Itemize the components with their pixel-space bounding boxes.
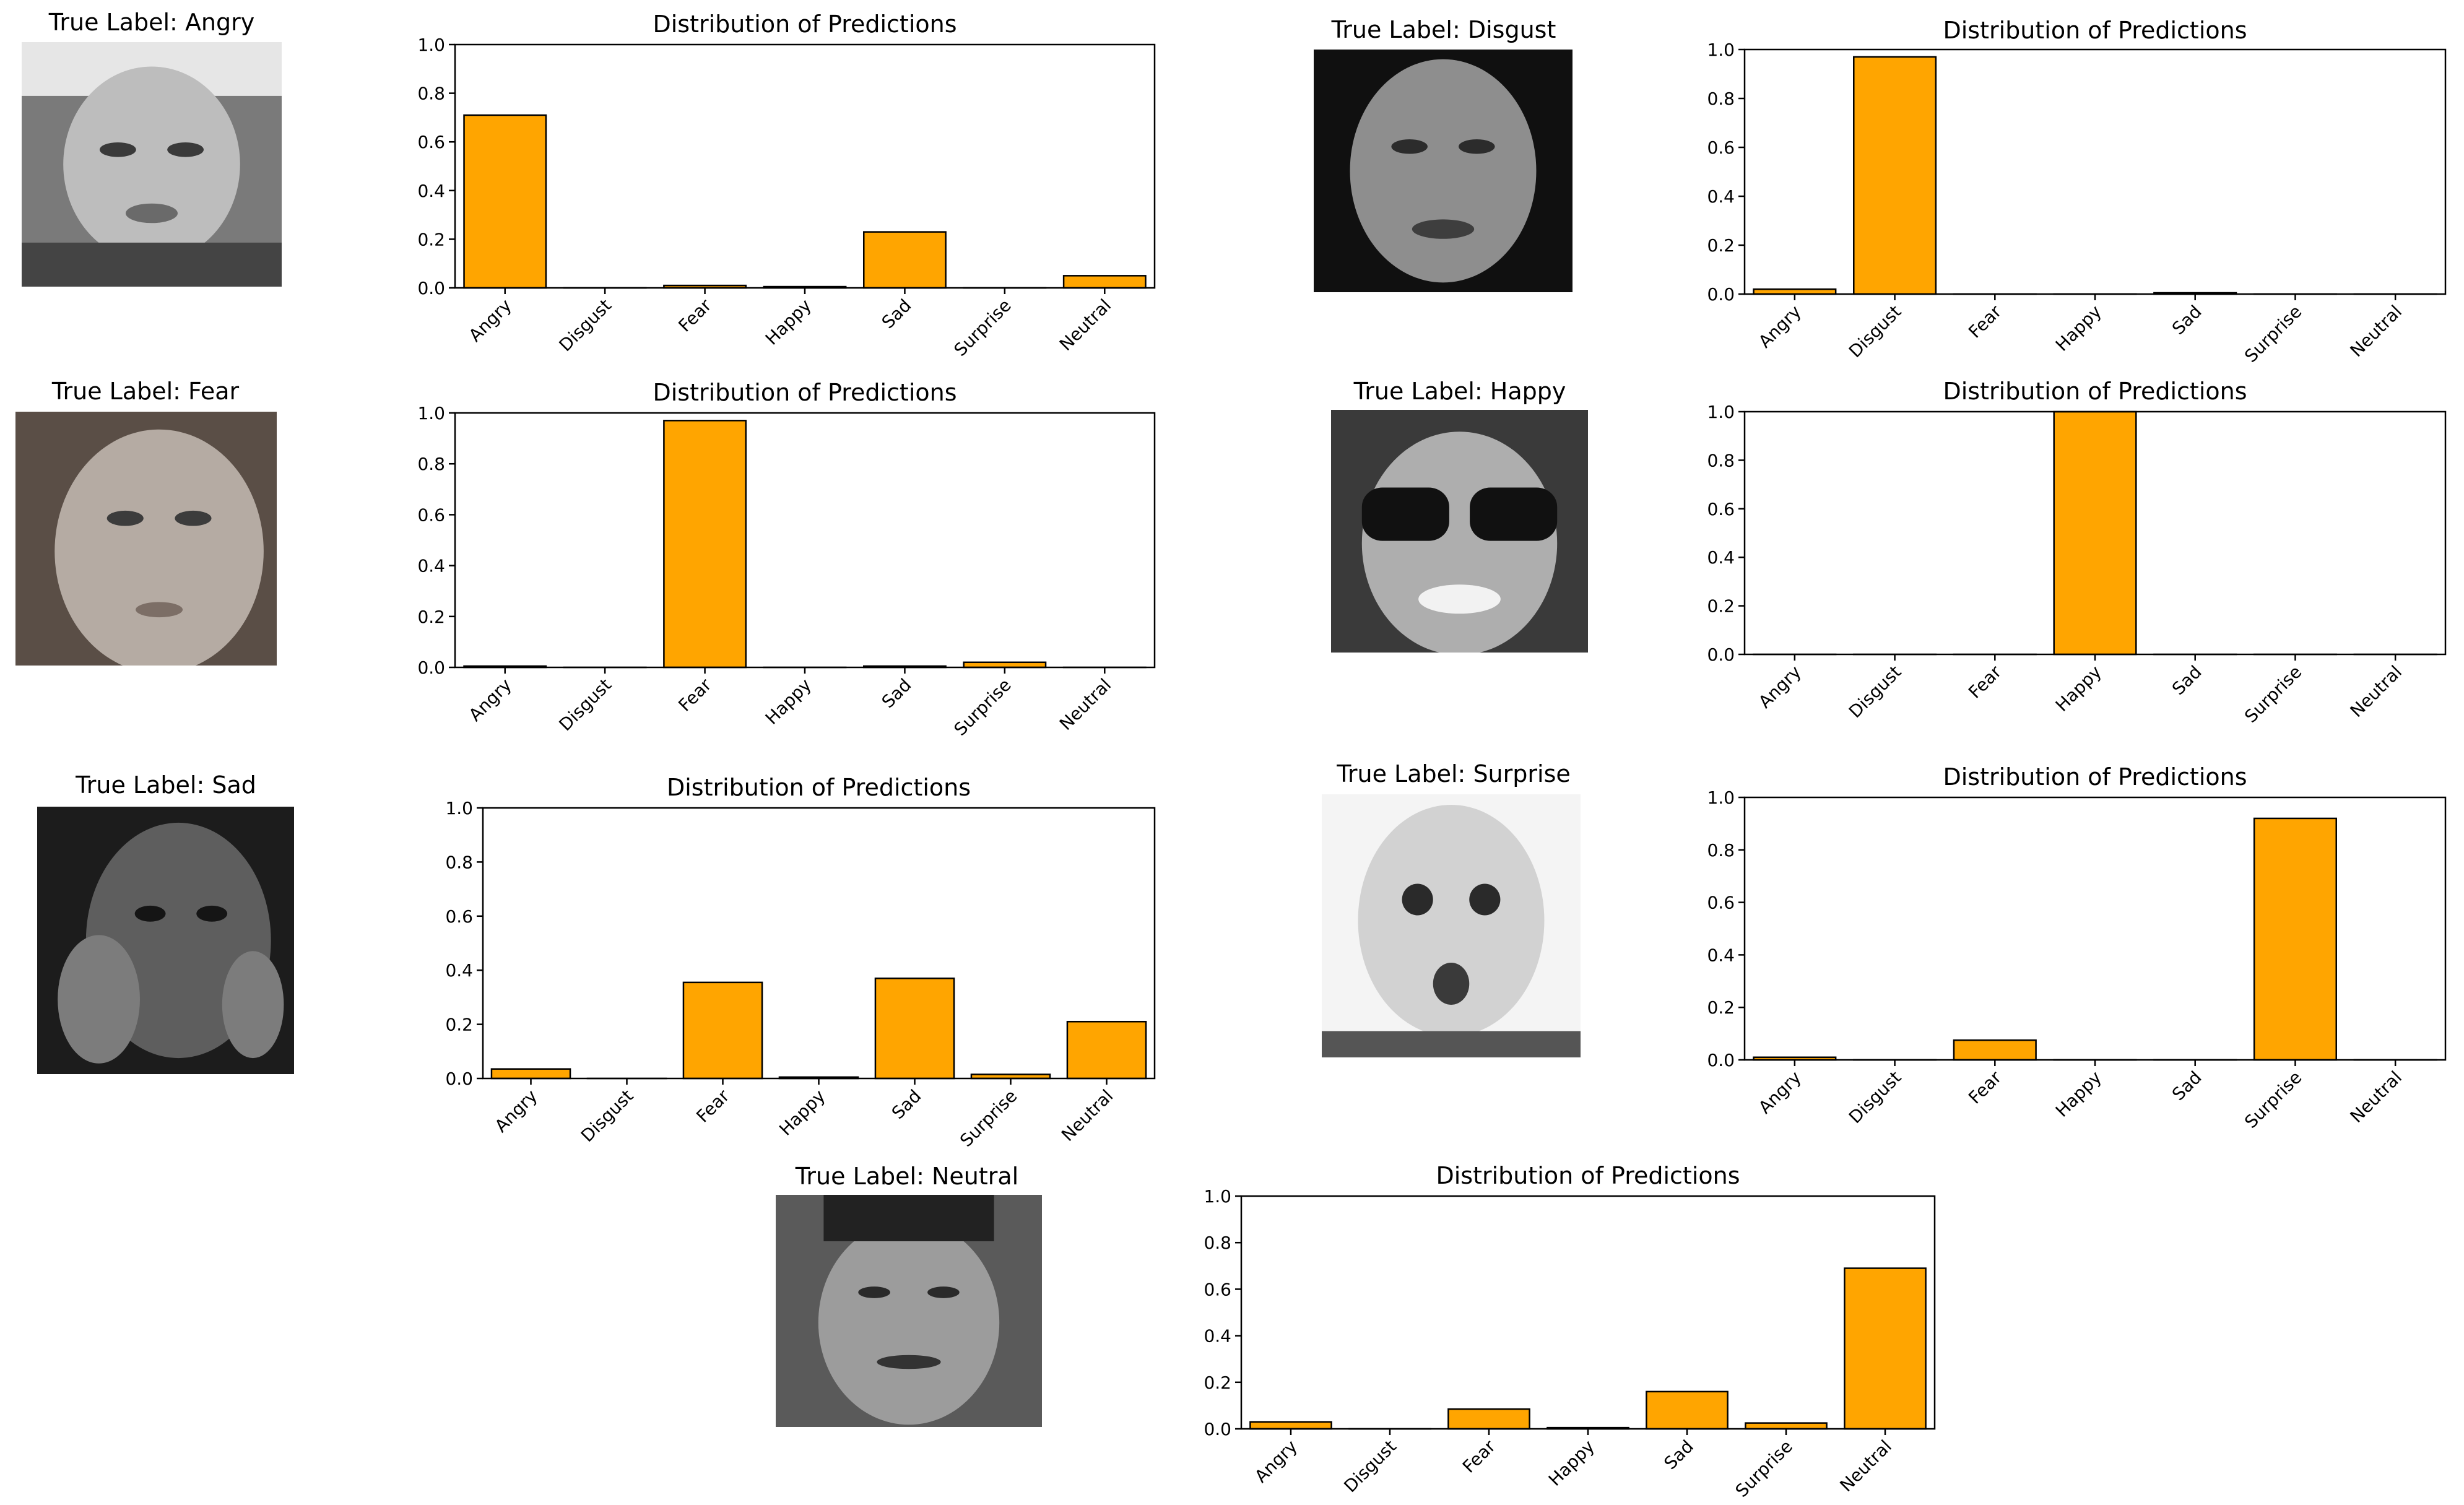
face-photo-placeholder	[1314, 50, 1573, 292]
face-photo-placeholder	[776, 1195, 1042, 1427]
x-tick-label: Surprise	[1732, 1436, 1797, 1501]
y-tick-label: 0.2	[445, 1015, 473, 1035]
y-tick-label: 0.0	[1707, 284, 1735, 305]
bar-fear	[1447, 1408, 1530, 1430]
y-tick-label: 0.0	[1707, 644, 1735, 665]
y-tick-label: 0.0	[1707, 1050, 1735, 1070]
y-tick-label: 1.0	[1204, 1186, 1231, 1207]
y-tick-label: 0.6	[1204, 1279, 1231, 1299]
face-photo-placeholder	[1322, 794, 1581, 1057]
bar-angry	[463, 114, 547, 289]
y-tick-label: 0.2	[1707, 997, 1735, 1018]
y-tick-label: 0.8	[445, 852, 473, 872]
face-image	[22, 42, 282, 287]
x-tick-label: Fear	[1459, 1436, 1499, 1477]
bar-happy	[2053, 410, 2137, 656]
axes-frame	[1240, 1195, 1936, 1430]
y-tick-label: 0.4	[1204, 1326, 1231, 1347]
y-tick-label: 0.6	[417, 505, 445, 525]
true-label-title: True Label: Disgust	[1331, 16, 1556, 43]
y-tick-label: 1.0	[417, 35, 445, 55]
chart-title: Distribution of Predictions	[1436, 1162, 1740, 1189]
bar-neutral	[1844, 1267, 1927, 1430]
face-photo-placeholder	[1331, 410, 1588, 653]
y-tick-label: 0.4	[1707, 945, 1735, 965]
face-photo-placeholder	[15, 412, 277, 666]
y-tick-label: 0.8	[1707, 450, 1735, 471]
y-tick-label: 0.4	[445, 960, 473, 981]
bar-surprise	[1745, 1422, 1828, 1430]
bar-angry	[1249, 1421, 1332, 1430]
face-photo-placeholder	[37, 807, 294, 1074]
face-photo-placeholder	[22, 42, 282, 287]
y-tick-label: 0.0	[417, 657, 445, 678]
y-tick-label: 0.8	[417, 454, 445, 474]
y-tick-label: 0.8	[1707, 89, 1735, 109]
y-tick-label: 0.4	[417, 556, 445, 576]
x-tick-label: Neutral	[1836, 1436, 1896, 1496]
y-tick-label: 1.0	[1707, 787, 1735, 808]
y-tick-label: 0.4	[417, 181, 445, 201]
y-tick-label: 0.8	[417, 84, 445, 104]
y-tick-label: 1.0	[1707, 402, 1735, 422]
y-tick-label: 0.8	[1204, 1233, 1231, 1253]
y-tick-label: 0.0	[445, 1069, 473, 1089]
y-tick-label: 0.2	[417, 607, 445, 627]
face-image	[1322, 794, 1581, 1057]
x-tick-label: Happy	[1545, 1436, 1599, 1490]
y-tick-label: 0.6	[1707, 499, 1735, 519]
chart-title: Distribution of Predictions	[653, 379, 957, 406]
y-tick-label: 1.0	[1707, 40, 1735, 60]
true-label-title: True Label: Happy	[1353, 378, 1566, 405]
bar-sad	[862, 231, 947, 289]
true-label-title: True Label: Sad	[76, 771, 256, 799]
y-tick-label: 0.4	[1707, 547, 1735, 568]
face-image	[776, 1195, 1042, 1427]
chart-title: Distribution of Predictions	[1943, 17, 2247, 44]
y-tick-label: 0.0	[417, 278, 445, 298]
x-tick-label: Disgust	[1340, 1436, 1400, 1497]
y-tick-label: 0.0	[1204, 1419, 1231, 1439]
face-image	[15, 412, 277, 666]
chart-title: Distribution of Predictions	[667, 774, 971, 801]
y-tick-label: 0.8	[1707, 840, 1735, 861]
bar-sad	[874, 978, 955, 1080]
chart-title: Distribution of Predictions	[653, 11, 957, 38]
y-tick-label: 0.2	[417, 229, 445, 249]
face-image	[37, 807, 294, 1074]
y-tick-label: 1.0	[417, 403, 445, 423]
true-label-title: True Label: Neutral	[795, 1163, 1019, 1190]
chart-title: Distribution of Predictions	[1943, 763, 2247, 791]
x-tick-label: Angry	[1251, 1436, 1301, 1487]
y-tick-label: 0.6	[417, 132, 445, 152]
y-tick-label: 0.2	[1707, 596, 1735, 617]
true-label-title: True Label: Angry	[48, 9, 255, 36]
bar-fear	[663, 420, 747, 669]
true-label-title: True Label: Fear	[51, 378, 240, 405]
chart-title: Distribution of Predictions	[1943, 378, 2247, 405]
y-tick-label: 0.6	[1707, 137, 1735, 158]
bar-disgust	[1853, 56, 1937, 295]
y-tick-label: 0.2	[1204, 1373, 1231, 1393]
x-tick-label: Sad	[1660, 1436, 1698, 1474]
y-tick-label: 0.2	[1707, 235, 1735, 256]
y-tick-label: 0.4	[1707, 186, 1735, 207]
true-label-title: True Label: Surprise	[1337, 760, 1571, 787]
bar-surprise	[2253, 817, 2337, 1061]
bar-neutral	[1066, 1020, 1147, 1080]
y-tick-label: 1.0	[445, 798, 473, 818]
bar-sad	[1646, 1390, 1729, 1430]
face-image	[1314, 50, 1573, 292]
y-tick-label: 0.6	[1707, 893, 1735, 913]
face-image	[1331, 410, 1588, 653]
y-tick-label: 0.6	[445, 906, 473, 927]
